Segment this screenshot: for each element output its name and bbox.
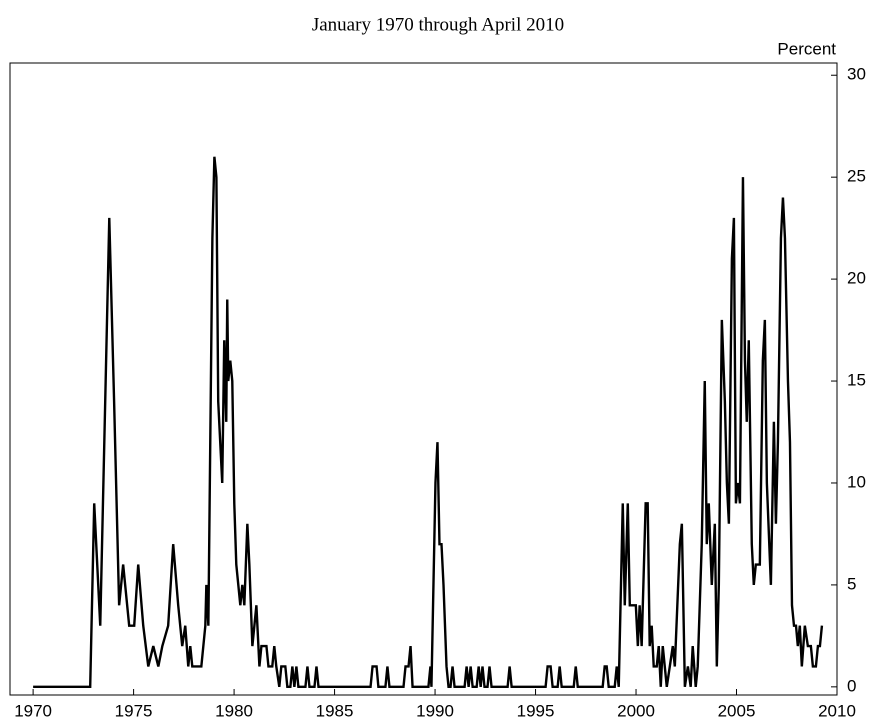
y-tick-label: 15 [847, 371, 866, 390]
y-axis-label: Percent [777, 39, 836, 58]
chart-title: January 1970 through April 2010 [312, 14, 564, 35]
x-tick-label: 1970 [14, 701, 52, 720]
x-tick-label: 1995 [517, 701, 555, 720]
x-tick-label: 2010 [818, 701, 856, 720]
x-tick-label: 1990 [416, 701, 454, 720]
x-tick-label: 2005 [718, 701, 756, 720]
y-tick-label: 0 [847, 676, 856, 695]
data-line [33, 156, 824, 689]
y-tick-label: 10 [847, 472, 866, 491]
y-tick-label: 25 [847, 167, 866, 186]
y-tick-label: 30 [847, 65, 866, 84]
x-tick-label: 1985 [316, 701, 354, 720]
x-tick-label: 1980 [215, 701, 253, 720]
plot-frame [9, 62, 838, 696]
x-tick-label: 2000 [617, 701, 655, 720]
y-tick-label: 5 [847, 574, 856, 593]
x-tick-label: 1975 [115, 701, 153, 720]
y-tick-label: 20 [847, 269, 866, 288]
